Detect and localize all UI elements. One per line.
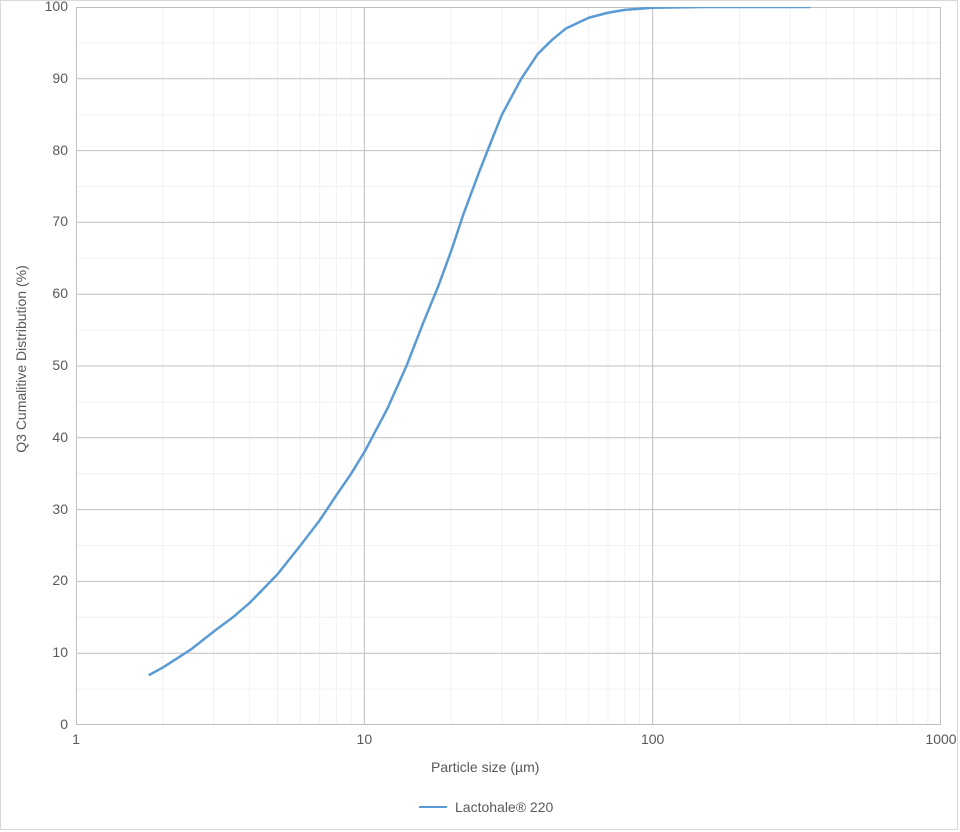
legend: Lactohale® 220 xyxy=(419,799,553,815)
legend-swatch xyxy=(419,806,447,808)
y-tick-label: 70 xyxy=(52,213,68,229)
x-axis-label: Particle size (µm) xyxy=(431,759,539,775)
y-tick-label: 80 xyxy=(52,142,68,158)
x-tick-label: 1000 xyxy=(921,731,960,747)
y-axis-label: Q3 Cumalitive Distribution (%) xyxy=(13,259,29,459)
y-tick-label: 30 xyxy=(52,501,68,517)
y-tick-label: 100 xyxy=(45,0,68,14)
x-tick-label: 10 xyxy=(344,731,384,747)
chart-container: Q3 Cumalitive Distribution (%) Particle … xyxy=(0,0,958,830)
x-tick-label: 1 xyxy=(56,731,96,747)
y-tick-label: 20 xyxy=(52,572,68,588)
y-tick-label: 60 xyxy=(52,285,68,301)
y-tick-label: 0 xyxy=(60,716,68,732)
y-tick-label: 90 xyxy=(52,70,68,86)
y-tick-label: 40 xyxy=(52,429,68,445)
x-tick-label: 100 xyxy=(633,731,673,747)
legend-label: Lactohale® 220 xyxy=(455,799,553,815)
y-tick-label: 10 xyxy=(52,644,68,660)
y-tick-label: 50 xyxy=(52,357,68,373)
plot-area xyxy=(76,7,941,725)
